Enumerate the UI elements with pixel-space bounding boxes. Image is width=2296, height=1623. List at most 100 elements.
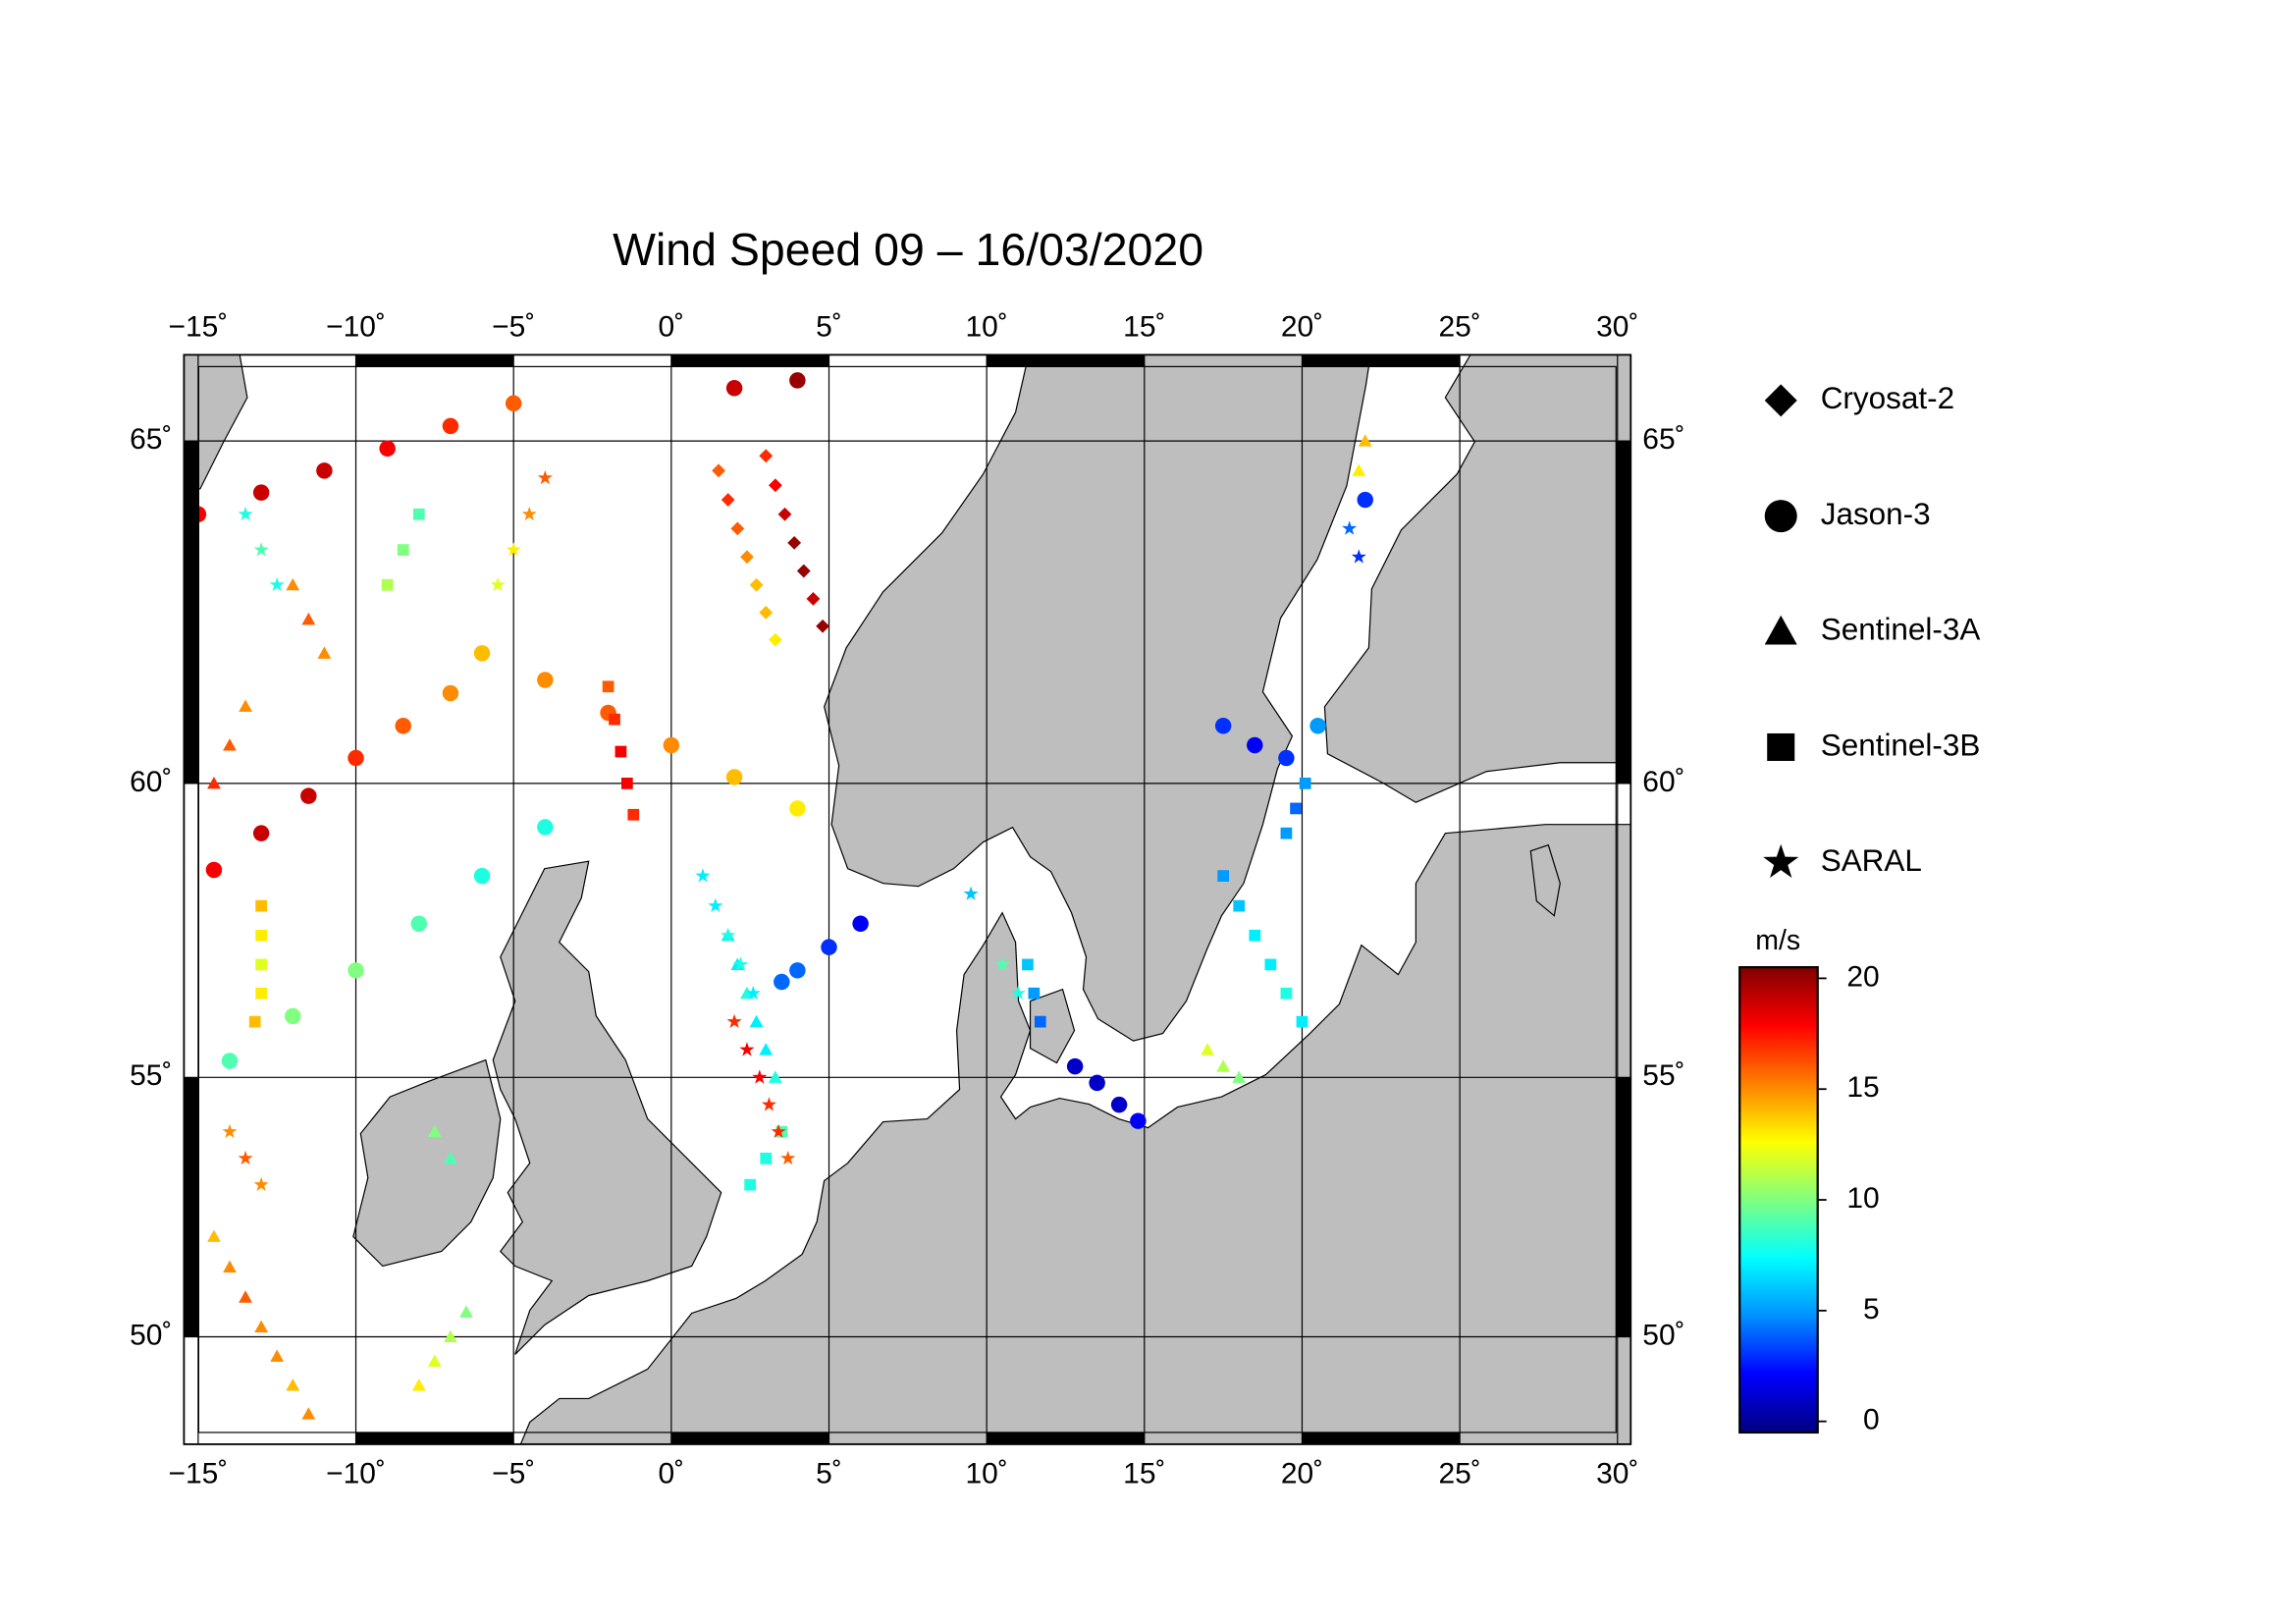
frame-bar bbox=[670, 1432, 829, 1444]
x-tick-label: −15˚ bbox=[168, 310, 228, 343]
track-point bbox=[721, 493, 735, 507]
x-tick-label: −15˚ bbox=[168, 1457, 228, 1489]
track-point bbox=[381, 578, 394, 591]
track-point bbox=[1290, 802, 1302, 815]
track-point bbox=[506, 542, 521, 557]
y-tick-label: 65˚ bbox=[130, 423, 172, 456]
track-point bbox=[222, 1123, 238, 1139]
track-point bbox=[1217, 870, 1230, 882]
y-tick-label: 65˚ bbox=[1642, 423, 1684, 456]
track-point bbox=[379, 440, 396, 457]
track-point bbox=[537, 469, 553, 485]
track-point bbox=[253, 542, 269, 557]
track-point bbox=[780, 1150, 796, 1165]
y-tick-label: 50˚ bbox=[1642, 1319, 1684, 1351]
track-point bbox=[301, 1407, 316, 1420]
legend-label: SARAL bbox=[1821, 843, 1922, 878]
track-point bbox=[252, 484, 270, 501]
track-point bbox=[1249, 929, 1261, 942]
x-tick-label: 0˚ bbox=[659, 1457, 685, 1489]
land-ireland bbox=[352, 1058, 502, 1268]
track-point bbox=[768, 478, 782, 493]
track-point bbox=[1010, 985, 1026, 1001]
track-point bbox=[444, 1151, 457, 1164]
track-point bbox=[1233, 899, 1246, 912]
track-point bbox=[1264, 958, 1277, 971]
track-point bbox=[521, 506, 537, 521]
land-gotland bbox=[1529, 843, 1561, 917]
x-tick-label: 0˚ bbox=[659, 310, 685, 343]
track-point bbox=[821, 939, 837, 955]
track-point bbox=[760, 1152, 773, 1164]
legend-label: Jason-3 bbox=[1821, 497, 1931, 531]
track-point bbox=[759, 1043, 774, 1055]
track-point bbox=[621, 778, 633, 789]
map-title: Wind Speed 09 – 16/03/2020 bbox=[613, 224, 1203, 275]
track-point bbox=[994, 956, 1010, 971]
track-point bbox=[744, 1178, 757, 1191]
frame-bar bbox=[987, 354, 1145, 367]
frame-bar bbox=[355, 1432, 514, 1444]
frame-bar bbox=[1302, 1432, 1461, 1444]
legend-marker bbox=[1767, 732, 1795, 761]
track-point bbox=[269, 576, 285, 592]
x-tick-label: 10˚ bbox=[966, 310, 1008, 343]
track-point bbox=[712, 463, 725, 478]
track-point bbox=[1280, 987, 1293, 1000]
frame-outline bbox=[183, 353, 1632, 1445]
frame-bar bbox=[670, 354, 829, 367]
track-point bbox=[609, 713, 620, 726]
track-point bbox=[1110, 1096, 1128, 1113]
track-point bbox=[768, 1070, 782, 1083]
track-point bbox=[254, 1320, 269, 1333]
frame-bar bbox=[1616, 1077, 1631, 1337]
land-continent bbox=[519, 824, 1631, 1444]
frame-bar bbox=[1616, 441, 1631, 784]
track-point bbox=[796, 564, 811, 578]
track-point bbox=[1299, 778, 1311, 789]
track-point bbox=[397, 544, 409, 556]
track-point bbox=[1309, 718, 1326, 734]
track-point bbox=[239, 1290, 252, 1303]
track-point bbox=[725, 379, 743, 397]
track-point bbox=[1232, 1070, 1247, 1083]
track-point bbox=[726, 1013, 742, 1029]
track-point bbox=[1066, 1057, 1084, 1075]
track-point bbox=[1247, 736, 1263, 754]
track-point bbox=[412, 508, 425, 520]
track-point bbox=[285, 1007, 301, 1025]
track-point bbox=[490, 576, 506, 592]
track-point bbox=[1278, 749, 1295, 767]
track-point bbox=[223, 1260, 237, 1273]
track-point bbox=[1089, 1074, 1105, 1092]
track-point bbox=[752, 1069, 768, 1084]
x-tick-label: −10˚ bbox=[326, 310, 386, 343]
track-point bbox=[473, 867, 491, 885]
legend-label: Cryosat-2 bbox=[1821, 381, 1954, 415]
x-tick-label: 25˚ bbox=[1438, 1457, 1480, 1489]
x-tick-label: 20˚ bbox=[1281, 310, 1323, 343]
track-point bbox=[789, 962, 806, 979]
track-point bbox=[1358, 434, 1372, 447]
track-point bbox=[444, 1329, 457, 1343]
track-point bbox=[1130, 1112, 1147, 1129]
track-point bbox=[410, 915, 428, 932]
track-point bbox=[739, 1042, 755, 1056]
colorbar-scale bbox=[1738, 966, 1819, 1434]
frame-bar bbox=[355, 354, 514, 367]
frame: −15˚ −15˚ −10˚ −10˚ −5˚ −5˚ 0˚ 0˚ 5˚ 5˚ 10˚ 10˚ 15˚ 1… bbox=[130, 310, 1685, 1489]
track-point bbox=[248, 1015, 261, 1028]
track-point bbox=[1296, 1015, 1308, 1028]
track-point bbox=[777, 507, 792, 521]
x-tick-label: 5˚ bbox=[816, 1457, 842, 1489]
track-point bbox=[789, 800, 806, 817]
track-point bbox=[317, 646, 332, 659]
track-point bbox=[614, 745, 627, 758]
track-point bbox=[852, 915, 869, 932]
track-point bbox=[223, 738, 237, 751]
track-point bbox=[255, 929, 268, 942]
track-point bbox=[1022, 958, 1034, 971]
track-point bbox=[286, 1379, 300, 1391]
y-tick-label: 50˚ bbox=[130, 1319, 172, 1351]
track-point bbox=[537, 672, 554, 688]
